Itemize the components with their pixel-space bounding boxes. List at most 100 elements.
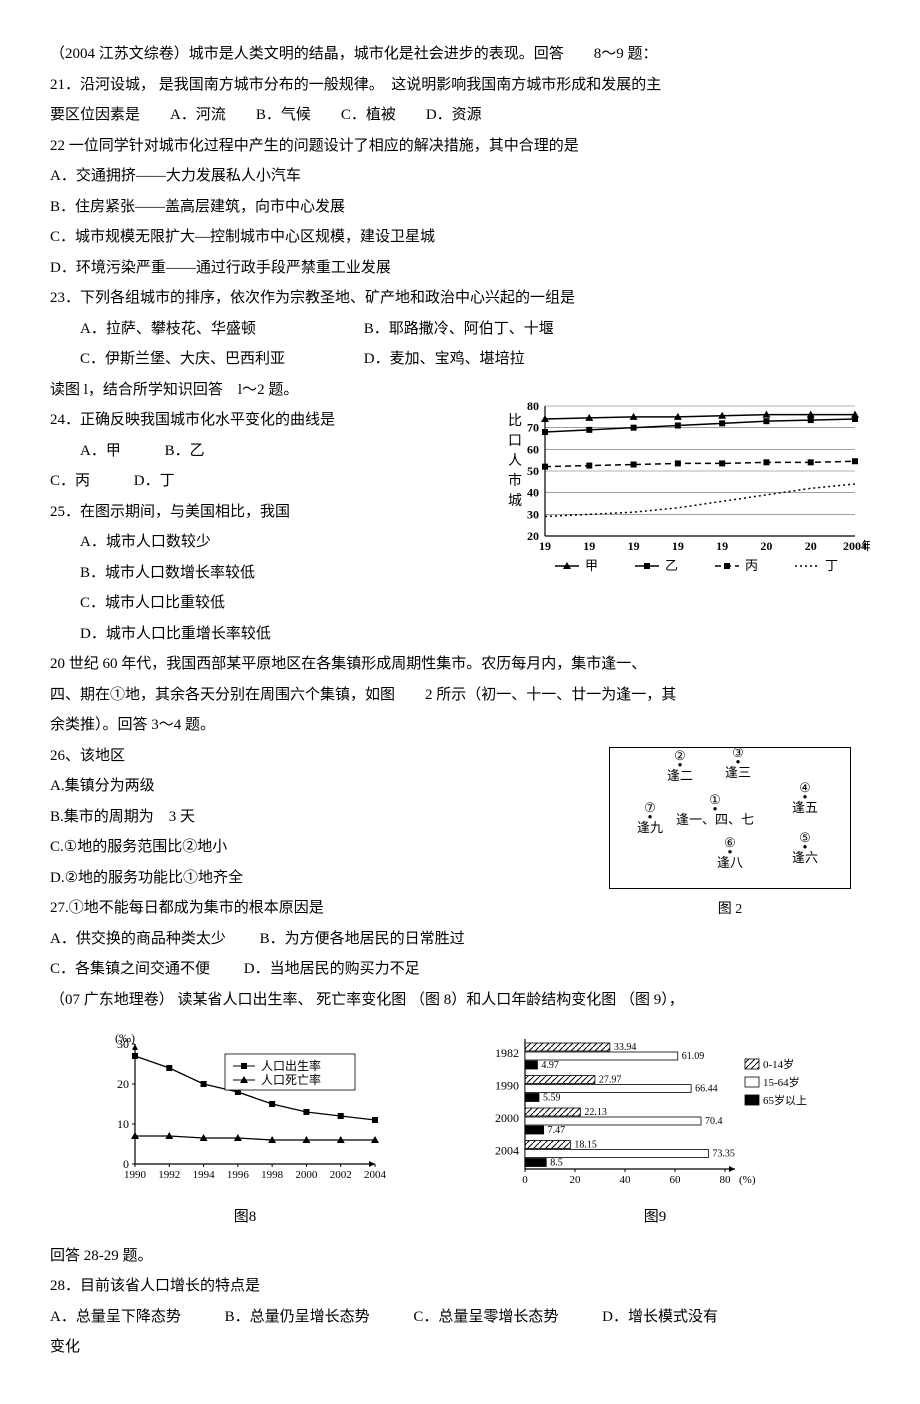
- svg-text:2000: 2000: [295, 1169, 318, 1181]
- svg-text:70.4: 70.4: [705, 1116, 723, 1127]
- svg-text:40: 40: [527, 486, 539, 500]
- q23-opt-b: B．耶路撒冷、阿伯丁、十堰: [364, 321, 554, 337]
- intro-28-29: 回答 28-29 题。: [50, 1242, 870, 1271]
- intro-fig1: 读图 l，结合所学知识回答 l～2 题。: [50, 376, 870, 405]
- q23-opt-c: C．伊斯兰堡、大庆、巴西利亚: [80, 345, 360, 374]
- q27-opt-c: C．各集镇之间交通不便: [50, 961, 210, 977]
- svg-text:1992: 1992: [158, 1169, 180, 1181]
- market-node-2: ②●逢二: [667, 748, 693, 784]
- q28-opt-b: B．总量仍呈增长态势: [225, 1309, 370, 1325]
- svg-text:19: 19: [539, 539, 551, 553]
- q22-opt-d: D．环境污染严重——通过行政手段严禁重工业发展: [50, 254, 870, 283]
- svg-text:33.94: 33.94: [614, 1042, 637, 1053]
- svg-text:60: 60: [527, 442, 539, 456]
- svg-text:人口出生率: 人口出生率: [261, 1058, 321, 1073]
- fig9-svg: 020406080(%)33.9461.094.97198227.9766.44…: [485, 1029, 825, 1199]
- chart1-svg: 20304050607080比口人市城191919191920202004年甲乙…: [490, 401, 870, 581]
- svg-text:19: 19: [628, 539, 640, 553]
- q25-opt-c: C．城市人口比重较低: [50, 589, 870, 618]
- chart-1-urbanization: 20304050607080比口人市城191919191920202004年甲乙…: [490, 401, 870, 581]
- q24-opt-b: B．乙: [165, 443, 205, 459]
- q27-row-ab: A．供交换的商品种类太少 B．为方便各地居民的日常胜过: [50, 925, 870, 954]
- market-node-5: ⑤●逢六: [792, 830, 818, 866]
- svg-text:1998: 1998: [261, 1169, 284, 1181]
- chart2-box: ②●逢二 ③●逢三 ①●逢一、四、七 ④●逢五 ⑦●逢九 ⑥●逢八 ⑤●逢六: [609, 747, 851, 889]
- q24-opt-c: C．丙: [50, 473, 90, 489]
- q27-opt-a: A．供交换的商品种类太少: [50, 931, 226, 947]
- svg-text:80: 80: [527, 401, 539, 413]
- svg-text:73.35: 73.35: [712, 1149, 735, 1160]
- fig8-svg: 0102030(‰)199019921994199619982000200220…: [95, 1029, 395, 1199]
- q23-opt-a: A．拉萨、攀枝花、华盛顿: [80, 315, 360, 344]
- q27-opt-b: B．为方便各地居民的日常胜过: [260, 931, 465, 947]
- q23-stem: 23．下列各组城市的排序，依次作为宗教圣地、矿产地和政治中心兴起的一组是: [50, 284, 870, 313]
- figure-row-8-9: 0102030(‰)199019921994199619982000200220…: [50, 1029, 870, 1232]
- q28-opt-a: A．总量呈下降态势: [50, 1309, 181, 1325]
- svg-text:(%): (%): [739, 1174, 756, 1186]
- q28-opt-c: C．总量呈零增长态势: [413, 1309, 558, 1325]
- svg-text:80: 80: [720, 1174, 732, 1186]
- market-node-6: ⑥●逢八: [717, 835, 743, 871]
- fig8-block: 0102030(‰)199019921994199619982000200220…: [95, 1029, 395, 1232]
- svg-text:5.59: 5.59: [543, 1093, 561, 1104]
- svg-text:丙: 丙: [745, 558, 758, 573]
- q28-opt-d-cont: 变化: [50, 1333, 870, 1362]
- svg-text:8.5: 8.5: [550, 1158, 563, 1169]
- svg-text:60: 60: [670, 1174, 682, 1186]
- q23-row1: A．拉萨、攀枝花、华盛顿 B．耶路撒冷、阿伯丁、十堰: [50, 315, 870, 344]
- svg-text:22.13: 22.13: [584, 1107, 607, 1118]
- svg-text:4.97: 4.97: [541, 1060, 559, 1071]
- svg-text:1990: 1990: [495, 1079, 519, 1093]
- svg-text:1996: 1996: [227, 1169, 250, 1181]
- svg-text:乙: 乙: [665, 558, 678, 573]
- svg-text:城: 城: [508, 493, 522, 509]
- svg-text:20: 20: [570, 1174, 582, 1186]
- market-node-1: ①●逢一、四、七: [676, 792, 754, 828]
- q27-opt-d: D．当地居民的购买力不足: [244, 961, 420, 977]
- svg-text:0-14岁: 0-14岁: [763, 1057, 794, 1071]
- svg-text:7.47: 7.47: [548, 1125, 566, 1136]
- svg-text:人口死亡率: 人口死亡率: [261, 1072, 321, 1087]
- svg-text:61.09: 61.09: [682, 1051, 705, 1062]
- svg-text:市: 市: [508, 472, 522, 489]
- svg-text:口: 口: [508, 434, 522, 449]
- svg-text:15-64岁: 15-64岁: [763, 1075, 800, 1089]
- svg-text:20: 20: [527, 529, 539, 543]
- q21-line1: 21．沿河设城， 是我国南方城市分布的一般规律。 这说明影响我国南方城市形成和发…: [50, 71, 870, 100]
- market-node-7: ⑦●逢九: [637, 800, 663, 836]
- svg-text:19: 19: [716, 539, 728, 553]
- svg-text:2004: 2004: [495, 1144, 519, 1158]
- svg-text:30: 30: [527, 507, 539, 521]
- intro3-line3: 余类推）。回答 3～4 题。: [50, 711, 870, 740]
- svg-text:20: 20: [117, 1077, 129, 1091]
- intro3-line2: 四、期在①地，其余各天分别在周围六个集镇，如图 2 所示（初一、十一、廿一为逢一…: [50, 681, 870, 710]
- chart-2-markets: ②●逢二③●逢三①●逢一、四、七④●逢五⑦●逢九⑥●逢八⑤●逢六 图 2: [590, 747, 870, 924]
- svg-text:1982: 1982: [495, 1046, 519, 1060]
- svg-text:2002: 2002: [330, 1169, 352, 1181]
- fig9-block: 020406080(%)33.9461.094.97198227.9766.44…: [485, 1029, 825, 1232]
- svg-text:年: 年: [861, 539, 870, 553]
- fig9-caption: 图9: [485, 1203, 825, 1232]
- q22-opt-b: B．住房紧张——盖高层建筑，向市中心发展: [50, 193, 870, 222]
- svg-text:丁: 丁: [825, 558, 838, 573]
- svg-text:1990: 1990: [124, 1169, 147, 1181]
- svg-text:2000: 2000: [495, 1111, 519, 1125]
- intro3-line1: 20 世纪 60 年代，我国西部某平原地区在各集镇形成周期性集市。农历每月内，集…: [50, 650, 870, 679]
- market-node-3: ③●逢三: [725, 745, 751, 781]
- svg-text:10: 10: [117, 1117, 129, 1131]
- q24-opt-d: D．丁: [134, 473, 175, 489]
- market-node-4: ④●逢五: [792, 780, 818, 816]
- svg-text:20: 20: [760, 539, 772, 553]
- q24-opt-a: A．甲: [80, 443, 121, 459]
- q28-opts-row: A．总量呈下降态势 B．总量仍呈增长态势 C．总量呈零增长态势 D．增长模式没有: [50, 1303, 870, 1332]
- q21-line2: 要区位因素是 A．河流 B．气候 C．植被 D．资源: [50, 101, 870, 130]
- q23-row2: C．伊斯兰堡、大庆、巴西利亚 D．麦加、宝鸡、堪培拉: [50, 345, 870, 374]
- svg-text:0: 0: [522, 1174, 528, 1186]
- q28-opt-d: D．增长模式没有: [602, 1309, 718, 1325]
- svg-text:18.15: 18.15: [574, 1140, 597, 1151]
- svg-text:27.97: 27.97: [599, 1075, 622, 1086]
- q23-opt-d: D．麦加、宝鸡、堪培拉: [364, 351, 525, 367]
- fig8-caption: 图8: [95, 1203, 395, 1232]
- svg-text:40: 40: [620, 1174, 632, 1186]
- svg-text:人: 人: [508, 453, 522, 469]
